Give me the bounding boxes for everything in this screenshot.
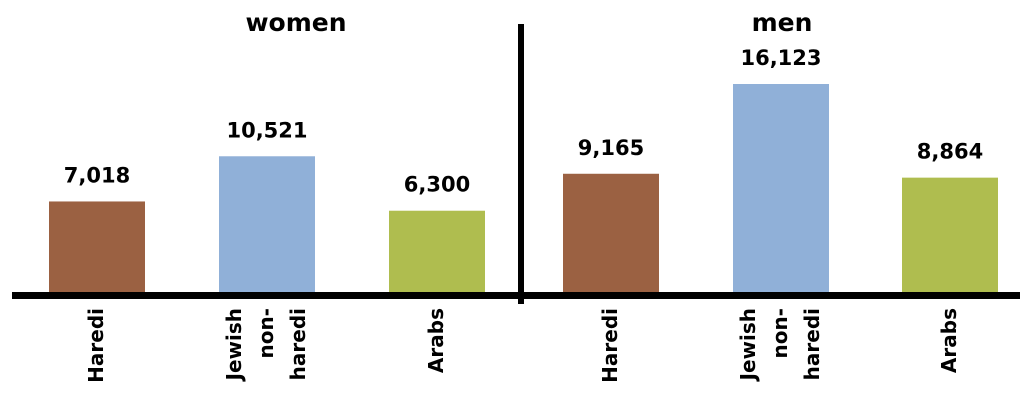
women-bar-1 xyxy=(49,201,145,292)
men-data-label-2: 16,123 xyxy=(740,46,821,70)
women-data-label-2: 10,521 xyxy=(226,118,307,142)
men-bar-3 xyxy=(902,177,998,292)
women-tick-label-2-line-3: haredi xyxy=(286,308,310,380)
women-data-label-1: 7,018 xyxy=(64,163,130,187)
men-data-label-3: 8,864 xyxy=(917,140,983,164)
panel-divider xyxy=(518,24,524,304)
women-panel-title: women xyxy=(245,8,347,37)
men-bar-1 xyxy=(563,173,659,292)
women-tick-label-2-line-1: Jewish xyxy=(222,308,246,382)
men-tick-label-1: Haredi xyxy=(598,308,622,383)
men-panel-title: men xyxy=(751,8,813,37)
men-tick-label-2-line-3: haredi xyxy=(800,308,824,380)
women-data-label-3: 6,300 xyxy=(404,173,470,197)
men-data-label-1: 9,165 xyxy=(578,136,644,160)
women-bar-3 xyxy=(389,210,485,292)
x-axis-line xyxy=(12,292,1020,299)
women-bar-2 xyxy=(219,156,315,292)
men-bar-2 xyxy=(733,84,829,292)
women-tick-label-1: Haredi xyxy=(84,308,108,383)
men-tick-label-2-line-2: non- xyxy=(768,308,792,359)
women-tick-label-2-line-2: non- xyxy=(254,308,278,359)
men-tick-label-2-line-1: Jewish xyxy=(736,308,760,382)
women-tick-label-3: Arabs xyxy=(424,308,448,373)
men-tick-label-3: Arabs xyxy=(937,308,961,373)
